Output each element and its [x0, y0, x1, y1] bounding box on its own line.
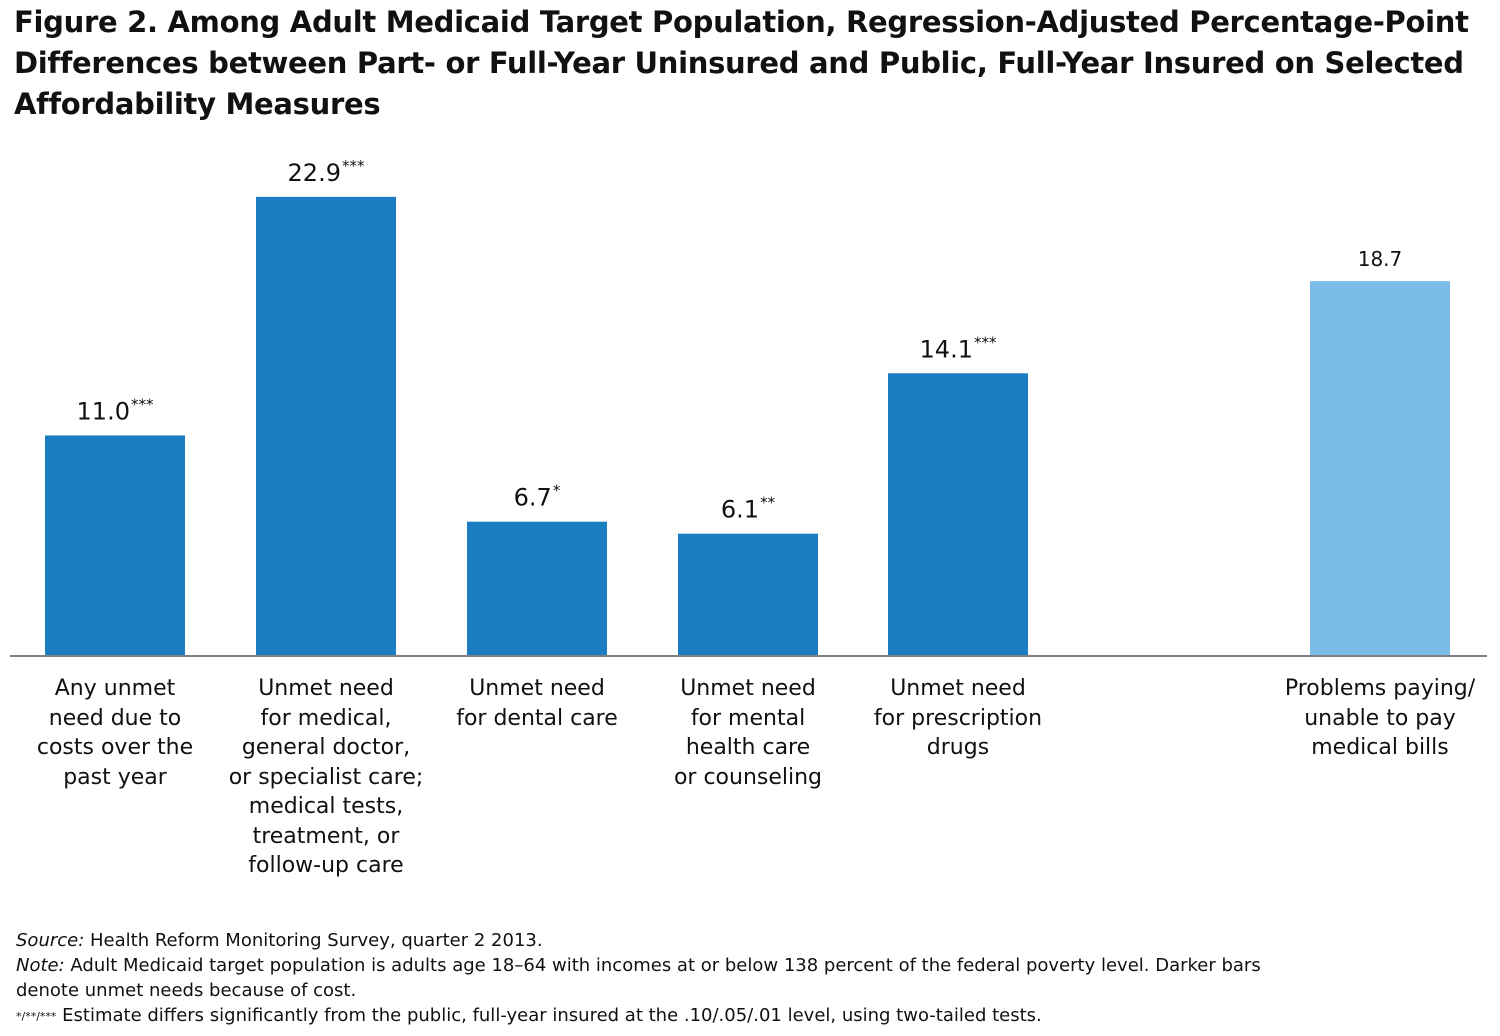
- category-label-line: or specialist care;: [228, 764, 424, 790]
- bar-value-5: 14.1: [920, 335, 973, 363]
- category-label-2: Unmet need for medical, general doctor, or …: [206, 674, 446, 881]
- bar-value-6: 18.7: [1358, 247, 1403, 271]
- category-label-line: Unmet need: [258, 676, 394, 701]
- category-label-line: costs over the: [36, 735, 194, 760]
- chart-title: Figure 2. Among Adult Medicaid Target Po…: [14, 2, 1489, 125]
- significance-marks: */**/***: [16, 1010, 57, 1023]
- category-label-line: for medical,: [260, 705, 392, 731]
- category-label-line: need due to: [48, 705, 182, 731]
- category-label-line: Unmet need: [680, 676, 816, 701]
- significance-marker-4: **: [760, 494, 776, 512]
- bar-value-3: 6.7: [514, 484, 552, 512]
- bar-value-label-6: 18.7: [1358, 247, 1403, 271]
- bar-value-4: 6.1: [721, 496, 759, 524]
- category-label-line: Problems paying/: [1284, 676, 1476, 701]
- bar-value-label-2: 22.9***: [288, 157, 365, 187]
- significance-note: */**/*** Estimate differs significantly …: [16, 1003, 1476, 1028]
- bar-5: [888, 373, 1028, 656]
- chart-notes: Source: Health Reform Monitoring Survey,…: [16, 928, 1476, 1028]
- category-label-line: drugs: [926, 735, 990, 760]
- significance-marker-3: *: [553, 482, 561, 500]
- chart-title-line-1: Figure 2. Among Adult Medicaid Target Po…: [14, 5, 1469, 39]
- source-label: Source:: [16, 930, 85, 951]
- category-label-4: Unmet need for mental health care or counse…: [628, 674, 868, 792]
- category-label-line: or counseling: [673, 764, 823, 790]
- category-label-line: unable to pay: [1304, 705, 1456, 731]
- category-label-line: Unmet need: [890, 676, 1026, 701]
- note-line-1: Note: Adult Medicaid target population i…: [16, 953, 1476, 978]
- bar-6: [1310, 281, 1450, 656]
- category-label-line: health care: [685, 735, 811, 760]
- category-label-line: medical bills: [1311, 735, 1449, 760]
- chart-title-line-2: Differences between Part- or Full-Year U…: [14, 46, 1464, 80]
- category-label-line: Unmet need: [469, 676, 605, 701]
- category-label-line: for dental care: [456, 705, 618, 731]
- category-label-6: Problems paying/unable to pay medical bil…: [1260, 674, 1500, 763]
- significance-text: Estimate differs significantly from the …: [56, 1005, 1042, 1026]
- category-label-line: Any unmet: [54, 676, 176, 701]
- bar-chart: 11.0***22.9***6.7*6.1**14.1***18.7: [10, 157, 1487, 657]
- significance-marker-5: ***: [974, 333, 997, 351]
- category-label-1: Any unmet need due to costs over the past y…: [0, 674, 235, 792]
- significance-marker-1: ***: [131, 395, 154, 413]
- bar-value-label-4: 6.1**: [721, 494, 776, 524]
- category-label-3: Unmet need for dental care: [417, 674, 657, 733]
- note-line-2: denote unmet needs because of cost.: [16, 980, 357, 1001]
- category-label-line: treatment, or: [252, 823, 400, 849]
- category-label-line: general doctor,: [241, 735, 411, 760]
- category-label-line: for prescription: [873, 705, 1043, 731]
- bar-value-1: 11.0: [77, 397, 130, 425]
- bar-2: [256, 196, 396, 656]
- bars-layer: 11.0***22.9***6.7*6.1**14.1***18.7: [45, 157, 1450, 656]
- bar-value-2: 22.9: [288, 159, 341, 187]
- bar-value-label-3: 6.7*: [514, 482, 561, 512]
- bar-value-label-1: 11.0***: [77, 395, 154, 425]
- bar-4: [678, 533, 818, 656]
- note-label: Note:: [16, 955, 65, 976]
- significance-marker-2: ***: [342, 157, 365, 175]
- category-label-line: for mental: [690, 705, 806, 731]
- category-label-5: Unmet need for prescription drugs: [838, 674, 1078, 763]
- chart-title-line-3: Affordability Measures: [14, 87, 381, 121]
- source-note: Source: Health Reform Monitoring Survey,…: [16, 928, 1476, 953]
- category-label-line: medical tests,: [248, 794, 404, 819]
- category-label-line: follow-up care: [248, 853, 404, 878]
- bar-value-label-5: 14.1***: [920, 333, 997, 363]
- note-text-1: Adult Medicaid target population is adul…: [64, 955, 1261, 976]
- bar-3: [467, 521, 607, 656]
- source-text: Health Reform Monitoring Survey, quarter…: [84, 930, 543, 951]
- category-label-line: past year: [63, 764, 167, 790]
- bar-1: [45, 435, 185, 656]
